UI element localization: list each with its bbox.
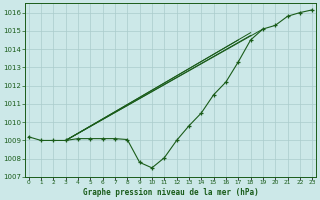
X-axis label: Graphe pression niveau de la mer (hPa): Graphe pression niveau de la mer (hPa) — [83, 188, 258, 197]
